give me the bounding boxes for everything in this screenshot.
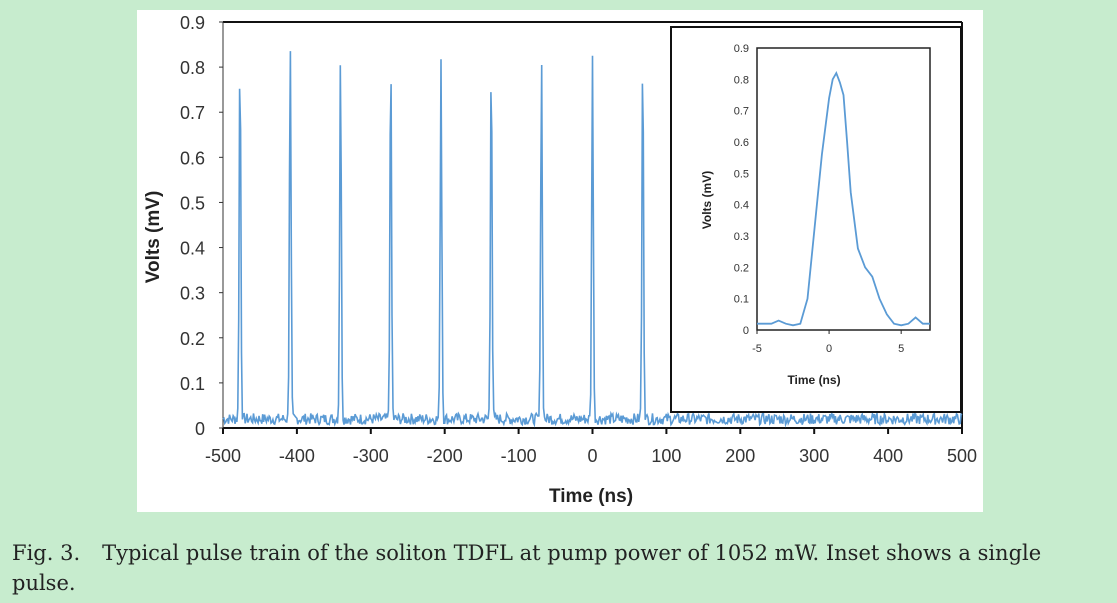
x-tick-label: -200 — [427, 446, 463, 466]
inset-y-tick-label: 0.9 — [734, 43, 749, 55]
y-tick-label: 0.3 — [180, 284, 205, 304]
x-tick-label: 300 — [799, 446, 829, 466]
inset-y-axis-title: Volts (mV) — [700, 171, 714, 229]
inset-plot-frame — [756, 47, 931, 331]
inset-x-tick-label: -5 — [752, 343, 762, 355]
x-tick-label: 400 — [873, 446, 903, 466]
inset-x-tick-label: 5 — [898, 343, 904, 355]
y-axis-title: Volts (mV) — [143, 191, 164, 284]
inset-y-tick-label: 0.6 — [734, 137, 749, 149]
x-tick-label: -100 — [501, 446, 537, 466]
y-tick-label: 0.8 — [180, 58, 205, 78]
inset-y-tick-label: 0.1 — [734, 294, 749, 306]
inset-y-tick-label: 0.3 — [734, 231, 749, 243]
x-axis-title: Time (ns) — [549, 486, 633, 507]
pulse-train-chart: 00.10.20.30.40.50.60.70.80.9-500 -400 -300… — [143, 13, 977, 507]
x-tick-label: 100 — [651, 446, 681, 466]
y-tick-label: 0.1 — [180, 374, 205, 394]
y-tick-label: 0.4 — [180, 239, 205, 259]
y-tick-label: 0.9 — [180, 13, 205, 33]
single-pulse-series-line — [757, 71, 930, 327]
inset-x-tick-label: 0 — [826, 343, 832, 355]
x-tick-label: 200 — [725, 446, 755, 466]
x-tick-label: 0 — [587, 446, 597, 466]
y-tick-label: 0.7 — [180, 103, 205, 123]
pulse-train-series-line — [222, 51, 963, 428]
inset-y-tick-label: 0.8 — [734, 74, 749, 86]
inset-y-tick-label: 0.4 — [734, 200, 749, 212]
caption-label: Fig. 3. — [12, 541, 81, 565]
inset-chart: 00.10.20.30.40.50.60.70.80.9-5 0 5 Time (n… — [670, 26, 962, 413]
y-tick-label: 0.5 — [180, 193, 205, 213]
y-tick-label: 0.6 — [180, 148, 205, 168]
inset-y-tick-label: 0.5 — [734, 168, 749, 180]
figure-panel: 0 0.1 0.2 0.3 0.4 0.5 0.6 0.7 0.8 0.9 -500 -400 -300… — [137, 10, 983, 512]
x-tick-label: 500 — [947, 446, 977, 466]
inset-y-tick-label: 0.2 — [734, 262, 749, 274]
y-tick-label: 0 — [195, 419, 205, 439]
x-tick-label: -400 — [279, 446, 315, 466]
inset-y-tick-label: 0 — [743, 325, 749, 337]
figure-caption: Fig. 3. Typical pulse train of the solito… — [12, 538, 1110, 598]
y-tick-label: 0.2 — [180, 329, 205, 349]
caption-text: Typical pulse train of the soliton TDFL … — [12, 541, 1042, 595]
inset-y-tick-label: 0.7 — [734, 106, 749, 118]
x-tick-label: -500 — [205, 446, 241, 466]
x-tick-label: -300 — [353, 446, 389, 466]
inset-x-axis-title: Time (ns) — [787, 373, 840, 387]
